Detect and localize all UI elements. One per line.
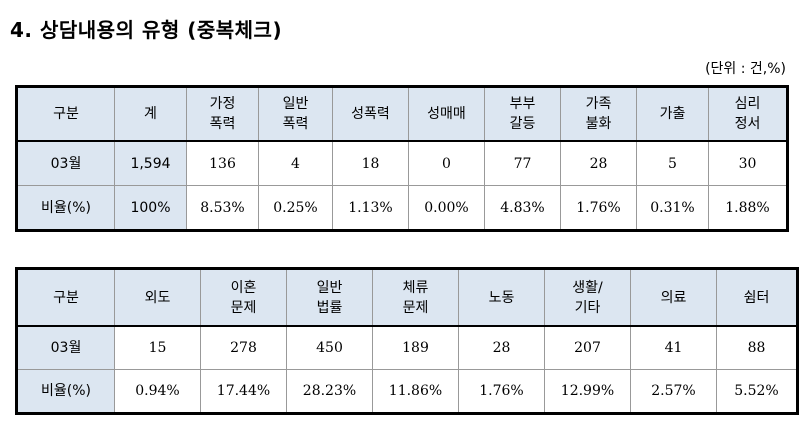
table-cell: 17.44% xyxy=(200,369,287,414)
table-cell: 1.13% xyxy=(332,185,409,231)
column-header: 쉼터 xyxy=(716,268,798,327)
table-cell: 12.99% xyxy=(544,369,631,414)
table-cell: 4.83% xyxy=(484,185,561,231)
column-header: 외도 xyxy=(114,268,201,327)
table-cell: 30 xyxy=(708,140,788,186)
table-cell: 189 xyxy=(372,325,459,370)
table-row-count: 03월 1,594 136 4 18 0 77 28 5 30 xyxy=(16,140,788,186)
column-header: 계 xyxy=(114,86,187,142)
table-cell: 77 xyxy=(484,140,561,186)
column-header: 심리 정서 xyxy=(708,86,788,142)
column-header: 부부 갈등 xyxy=(484,86,561,142)
table-cell: 136 xyxy=(186,140,259,186)
table-cell: 4 xyxy=(258,140,333,186)
table-row-ratio: 비율(%) 0.94% 17.44% 28.23% 11.86% 1.76% 12.99% 2… xyxy=(16,369,798,414)
table-cell: 1.76% xyxy=(458,369,545,414)
table-cell: 2.57% xyxy=(630,369,717,414)
table-cell: 0 xyxy=(408,140,485,186)
table-cell: 11.86% xyxy=(372,369,459,414)
table-header-row: 구분 외도 이혼 문제 일반 법률 체류 문제 노동 생활/기타 의료 쉼터 xyxy=(16,268,798,327)
table-cell: 28 xyxy=(560,140,637,186)
table-cell: 5.52% xyxy=(716,369,798,414)
consultation-type-table-2: 구분 외도 이혼 문제 일반 법률 체류 문제 노동 생활/기타 의료 쉼터 03월 15 278 450 1… xyxy=(15,267,799,415)
consultation-type-table-1: 구분 계 가정 폭력 일반 폭력 성폭력 성매매 부부 갈등 가족 불화 가출 심리 정서 03월 1,594… xyxy=(15,85,789,232)
table-cell: 0.31% xyxy=(636,185,709,231)
table-cell: 41 xyxy=(630,325,717,370)
column-header: 일반 폭력 xyxy=(258,86,333,142)
column-header: 가족 불화 xyxy=(560,86,637,142)
table-cell: 207 xyxy=(544,325,631,370)
table-header-row: 구분 계 가정 폭력 일반 폭력 성폭력 성매매 부부 갈등 가족 불화 가출 심리 정서 xyxy=(16,86,788,142)
row-label: 비율(%) xyxy=(16,185,115,231)
table-cell: 15 xyxy=(114,325,201,370)
unit-note: (단위 : 건,%) xyxy=(705,61,786,77)
table-cell: 0.25% xyxy=(258,185,333,231)
column-header: 성매매 xyxy=(408,86,485,142)
table-cell: 28.23% xyxy=(286,369,373,414)
table-cell: 28 xyxy=(458,325,545,370)
table-row-ratio: 비율(%) 100% 8.53% 0.25% 1.13% 0.00% 4.83% 1.76% 0… xyxy=(16,185,788,231)
row-label: 03월 xyxy=(16,325,115,370)
table-cell: 0.94% xyxy=(114,369,201,414)
row-label: 03월 xyxy=(16,140,115,186)
table-cell: 18 xyxy=(332,140,409,186)
table-cell: 1.88% xyxy=(708,185,788,231)
table-cell: 100% xyxy=(114,185,187,231)
column-header: 노동 xyxy=(458,268,545,327)
table-cell: 1.76% xyxy=(560,185,637,231)
column-header: 성폭력 xyxy=(332,86,409,142)
column-header: 생활/기타 xyxy=(544,268,631,327)
table-row-count: 03월 15 278 450 189 28 207 41 88 xyxy=(16,325,798,370)
table-cell: 1,594 xyxy=(114,140,187,186)
table-cell: 450 xyxy=(286,325,373,370)
table-cell: 0.00% xyxy=(408,185,485,231)
column-header: 이혼 문제 xyxy=(200,268,287,327)
column-header: 의료 xyxy=(630,268,717,327)
column-header: 가정 폭력 xyxy=(186,86,259,142)
page-title: 4. 상담내용의 유형 (중복체크) xyxy=(10,18,283,42)
column-header: 체류 문제 xyxy=(372,268,459,327)
row-label: 비율(%) xyxy=(16,369,115,414)
column-header: 구분 xyxy=(16,268,115,327)
table-cell: 278 xyxy=(200,325,287,370)
table-cell: 8.53% xyxy=(186,185,259,231)
table-cell: 5 xyxy=(636,140,709,186)
column-header: 구분 xyxy=(16,86,115,142)
column-header: 일반 법률 xyxy=(286,268,373,327)
column-header: 가출 xyxy=(636,86,709,142)
table-cell: 88 xyxy=(716,325,798,370)
